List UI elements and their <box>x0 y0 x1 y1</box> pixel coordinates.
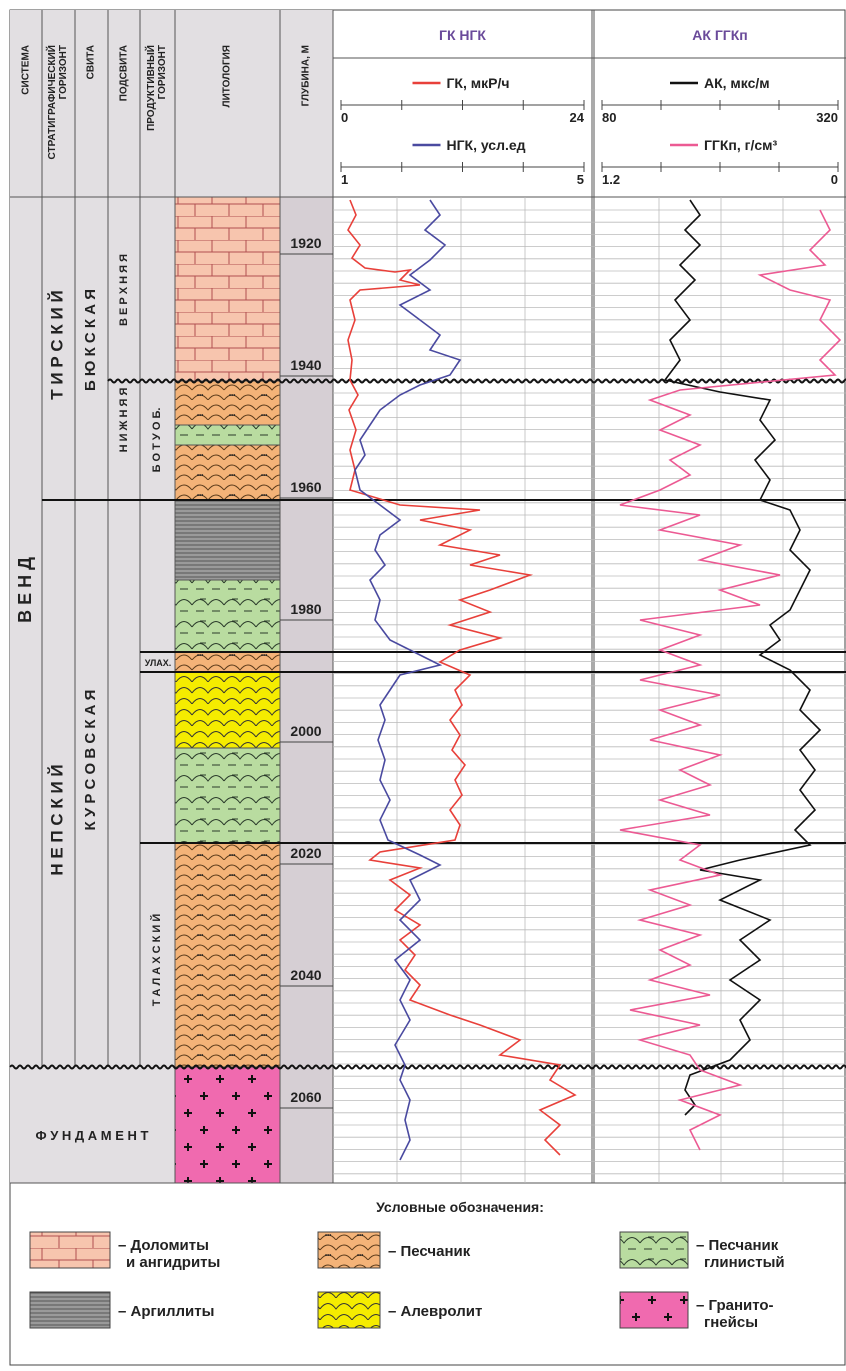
column-title: СИСТЕМА <box>21 45 32 95</box>
legend-label: – Алевролит <box>388 1303 482 1320</box>
column-title: ПРОДУКТИВНЫЙ <box>144 45 157 131</box>
unit-label: Б Ю К С К А Я <box>82 289 99 391</box>
unit-label: В Е Р Х Н Я Я <box>118 254 130 326</box>
curve-name: ГГКп, г/см³ <box>704 137 778 153</box>
column-title: СТРАТИГРАФИЧЕСКИЙ <box>45 45 58 159</box>
scale-max: 5 <box>577 172 584 187</box>
column-title: ЛИТОЛОГИЯ <box>222 45 233 107</box>
depth-label: 1940 <box>290 357 321 373</box>
scale-min: 0 <box>341 110 348 125</box>
unit-label: Ф У Н Д А М Е Н Т <box>36 1128 149 1143</box>
lithology <box>175 197 280 1183</box>
depth-bg <box>280 197 333 1183</box>
page: ••• СИСТЕМАСТРАТИГРАФИЧЕСКИЙГОРИЗОНТСВИТ… <box>0 0 846 1366</box>
curve-name: НГК, усл.ед <box>447 137 526 153</box>
scale-min: 1 <box>341 172 348 187</box>
unit-label: Т А Л А Х С К И Й <box>150 914 163 1007</box>
legend-label: – Песчаник <box>696 1237 779 1254</box>
curve-name: ГК, мкР/ч <box>447 75 510 91</box>
depth-label: 2040 <box>290 967 321 983</box>
column-title: СВИТА <box>86 45 97 79</box>
legend-label: глинистый <box>704 1254 785 1271</box>
column-title: ГОРИЗОНТ <box>58 45 69 99</box>
depth-label: 1980 <box>290 601 321 617</box>
legend-label: и ангидриты <box>126 1254 220 1271</box>
depth-label: 2020 <box>290 845 321 861</box>
unit-label: К У Р С О В С К А Я <box>82 690 99 831</box>
legend-label: – Гранито- <box>696 1297 774 1314</box>
depth-label: 1920 <box>290 235 321 251</box>
curve-name: АК, мкс/м <box>704 75 770 91</box>
unit-label: В Е Н Д <box>15 557 35 623</box>
track-title: АК ГГКп <box>692 27 747 43</box>
scale-max: 0 <box>831 172 838 187</box>
scale-max: 24 <box>570 110 585 125</box>
unit-label: УЛАХ. <box>145 658 172 668</box>
depth-label: 2000 <box>290 723 321 739</box>
track-title: ГК НГК <box>439 27 486 43</box>
scale-min: 1.2 <box>602 172 620 187</box>
legend-label: гнейсы <box>704 1314 758 1331</box>
unit-label: Н Е П С К И Й <box>47 764 66 875</box>
legend-label: – Аргиллиты <box>118 1303 214 1320</box>
unit-label: Н И Ж Н Я Я <box>118 387 130 452</box>
column-title: ГЛУБИНА, М <box>301 45 312 106</box>
column-title: ГОРИЗОНТ <box>157 45 168 99</box>
unit-label: Т И Р С К И Й <box>47 290 66 399</box>
depth-label: 2060 <box>290 1089 321 1105</box>
depth-label: 1960 <box>290 479 321 495</box>
unit-label: Б О Т У О Б. <box>151 408 163 473</box>
column-title: ПОДСВИТА <box>119 45 130 101</box>
legend-label: – Песчаник <box>388 1243 471 1260</box>
scale-min: 80 <box>602 110 616 125</box>
legend-label: – Доломиты <box>118 1237 209 1254</box>
legend-title: Условные обозначения: <box>376 1199 544 1215</box>
scale-max: 320 <box>816 110 838 125</box>
